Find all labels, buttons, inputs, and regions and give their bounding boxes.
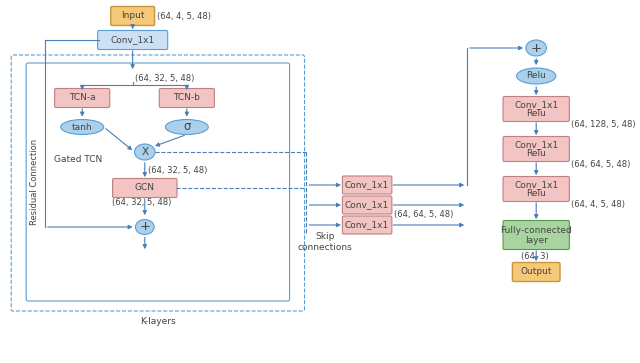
Text: tanh: tanh — [72, 122, 93, 131]
FancyBboxPatch shape — [111, 7, 155, 25]
FancyBboxPatch shape — [342, 196, 392, 214]
FancyBboxPatch shape — [342, 176, 392, 194]
Text: Conv_1x1: Conv_1x1 — [111, 36, 155, 45]
Text: TCN-a: TCN-a — [69, 94, 95, 102]
Text: (64, 3): (64, 3) — [521, 252, 549, 261]
Text: σ: σ — [183, 121, 191, 134]
Text: (64, 64, 5, 48): (64, 64, 5, 48) — [571, 159, 630, 168]
Text: (64, 32, 5, 48): (64, 32, 5, 48) — [148, 167, 207, 175]
FancyBboxPatch shape — [503, 220, 570, 249]
Text: Gated TCN: Gated TCN — [54, 155, 102, 164]
Text: X: X — [141, 147, 148, 157]
Text: Conv_1x1: Conv_1x1 — [345, 200, 389, 209]
Text: (64, 64, 5, 48): (64, 64, 5, 48) — [394, 211, 454, 220]
Text: GCN: GCN — [135, 184, 155, 192]
Text: (64, 4, 5, 48): (64, 4, 5, 48) — [157, 12, 211, 20]
FancyBboxPatch shape — [513, 262, 560, 281]
Text: (64, 4, 5, 48): (64, 4, 5, 48) — [571, 200, 625, 208]
FancyBboxPatch shape — [98, 30, 168, 49]
Text: (64, 32, 5, 48): (64, 32, 5, 48) — [112, 199, 172, 208]
Text: layer: layer — [525, 236, 548, 245]
Text: Conv_1x1: Conv_1x1 — [345, 220, 389, 229]
Text: Input: Input — [121, 12, 145, 20]
Ellipse shape — [516, 68, 556, 84]
Text: Relu: Relu — [526, 149, 546, 158]
Text: +: + — [140, 220, 150, 233]
Text: Conv_1x1: Conv_1x1 — [514, 140, 558, 150]
Text: Residual Connection: Residual Connection — [30, 139, 39, 225]
Text: Fully-connected: Fully-connected — [500, 226, 572, 235]
Text: Conv_1x1: Conv_1x1 — [514, 101, 558, 110]
FancyBboxPatch shape — [159, 89, 214, 107]
Text: +: + — [531, 41, 541, 54]
FancyBboxPatch shape — [342, 216, 392, 234]
Text: Conv_1x1: Conv_1x1 — [345, 180, 389, 189]
Text: K-layers: K-layers — [140, 317, 176, 326]
Ellipse shape — [61, 119, 104, 135]
Ellipse shape — [134, 144, 155, 160]
FancyBboxPatch shape — [503, 176, 570, 201]
Ellipse shape — [165, 119, 208, 135]
Text: Relu: Relu — [526, 189, 546, 198]
Text: Conv_1x1: Conv_1x1 — [514, 180, 558, 189]
Text: Relu: Relu — [526, 72, 546, 81]
FancyBboxPatch shape — [503, 136, 570, 162]
Text: Skip
connections: Skip connections — [298, 232, 353, 252]
FancyBboxPatch shape — [54, 89, 110, 107]
Text: (64, 32, 5, 48): (64, 32, 5, 48) — [136, 74, 195, 83]
Text: (64, 128, 5, 48): (64, 128, 5, 48) — [571, 119, 636, 129]
FancyBboxPatch shape — [113, 179, 177, 197]
Text: TCN-b: TCN-b — [173, 94, 200, 102]
FancyBboxPatch shape — [503, 97, 570, 122]
Ellipse shape — [136, 220, 154, 234]
Text: Output: Output — [520, 268, 552, 277]
Ellipse shape — [526, 40, 547, 56]
Text: Relu: Relu — [526, 109, 546, 118]
